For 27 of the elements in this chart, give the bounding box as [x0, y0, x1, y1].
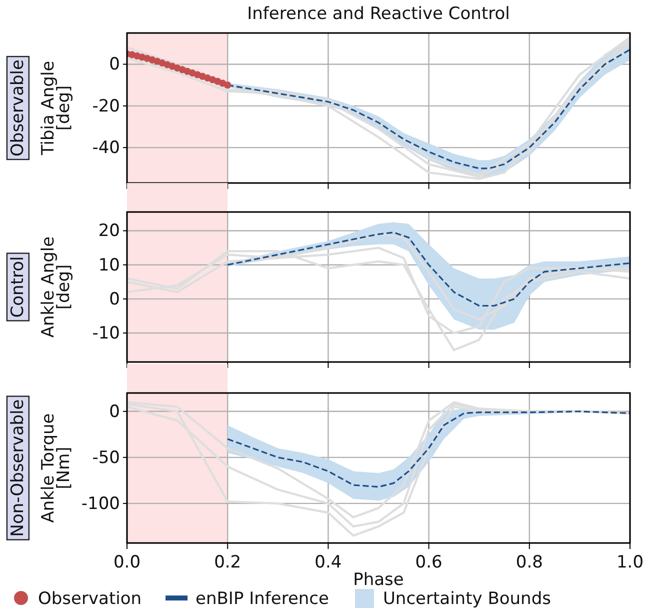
y-axis-title: Tibia Angle [deg]	[38, 60, 74, 156]
y-tick-label: -100	[81, 494, 120, 514]
legend-label: enBIP Inference	[196, 588, 329, 609]
y-tick-label: -40	[92, 138, 120, 158]
y-axis-title: Ankle Torque [Nm]	[38, 413, 74, 523]
x-tick-label: 0.4	[314, 552, 342, 572]
x-tick-label: 0.0	[113, 552, 141, 572]
y-tick-label: -50	[92, 448, 120, 468]
y-tick-label: -10	[92, 323, 120, 344]
x-tick-label: 0.2	[214, 552, 242, 572]
y-tick-label: 20	[98, 221, 120, 242]
y-tick-label: 0	[109, 289, 120, 310]
x-tick-label: 1.0	[616, 552, 644, 572]
y-axis-title: Ankle Angle [deg]	[38, 236, 74, 338]
y-tick-label: 0	[109, 54, 120, 75]
y-tick-label: 10	[98, 255, 120, 276]
x-tick-label: 0.8	[516, 552, 543, 572]
chart-title: Inference and Reactive Control	[247, 4, 510, 24]
y-tick-label: -20	[92, 96, 120, 116]
x-tick-label: 0.6	[415, 552, 442, 572]
legend-label: Observation	[38, 588, 142, 609]
text: Uncertainty Bounds	[382, 588, 552, 609]
text: Non-Observable	[8, 399, 28, 537]
x-axis-title: Phase	[353, 570, 404, 590]
y-tick-label: 0	[109, 402, 120, 422]
text: Control	[8, 256, 28, 318]
text: Observable	[8, 60, 28, 156]
